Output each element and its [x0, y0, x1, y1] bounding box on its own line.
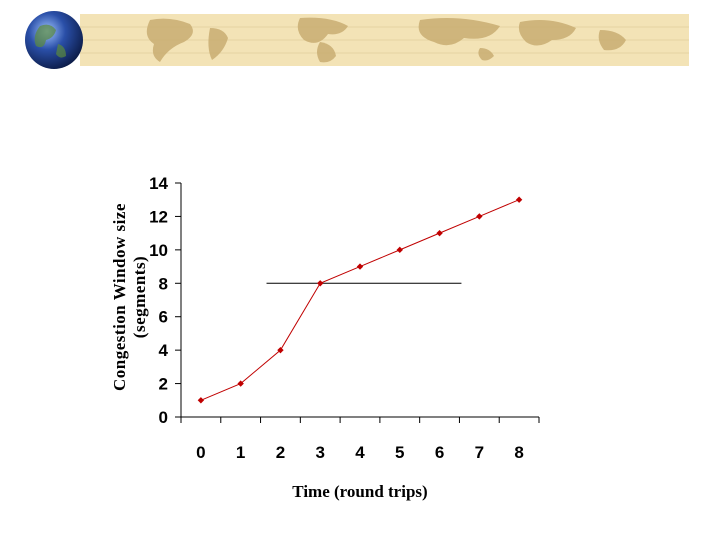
y-tick-label: 10	[149, 241, 168, 260]
globe-continent-icon	[34, 24, 66, 58]
data-point	[436, 229, 443, 237]
y-tick-label: 12	[149, 207, 168, 226]
x-tick-label: 2	[276, 443, 285, 462]
x-tick-label: 8	[514, 443, 523, 462]
y-tick-label: 8	[159, 274, 168, 293]
x-tick-label: 1	[236, 443, 245, 462]
y-axis-label-line1: Congestion Window size	[110, 203, 129, 391]
y-axis-label-line2: (segments)	[130, 256, 149, 338]
x-tick-label: 5	[395, 443, 404, 462]
series-line	[200, 199, 520, 401]
x-tick-label: 4	[355, 443, 365, 462]
data-point	[396, 246, 403, 254]
y-axis: 0 2 4 6 8 10 12 14	[149, 174, 182, 427]
data-point	[356, 263, 364, 270]
y-tick-label: 6	[159, 308, 168, 327]
x-axis-title: Time (round trips)	[292, 482, 427, 501]
data-point	[476, 213, 483, 220]
x-tick-label: 6	[435, 443, 444, 462]
y-tick-label: 4	[159, 341, 169, 360]
globe-icon	[25, 11, 83, 69]
y-tick-label: 0	[159, 408, 168, 427]
y-axis-title: Congestion Window size (segments)	[110, 203, 149, 391]
data-point	[277, 346, 284, 354]
world-map-decoration	[146, 17, 626, 63]
x-axis: 0 1 2 3 4 5 6 7 8	[180, 416, 540, 462]
x-tick-label: 7	[475, 443, 484, 462]
data-point	[515, 196, 523, 203]
data-point	[197, 397, 205, 404]
x-tick-label: 3	[315, 443, 324, 462]
data-point	[237, 380, 244, 387]
header-banner	[25, 11, 689, 69]
data-point	[317, 280, 324, 287]
y-tick-label: 14	[149, 174, 168, 193]
x-tick-label: 0	[196, 443, 205, 462]
data-points	[197, 196, 523, 404]
map-grid-lines	[80, 26, 689, 54]
y-tick-label: 2	[159, 375, 168, 394]
